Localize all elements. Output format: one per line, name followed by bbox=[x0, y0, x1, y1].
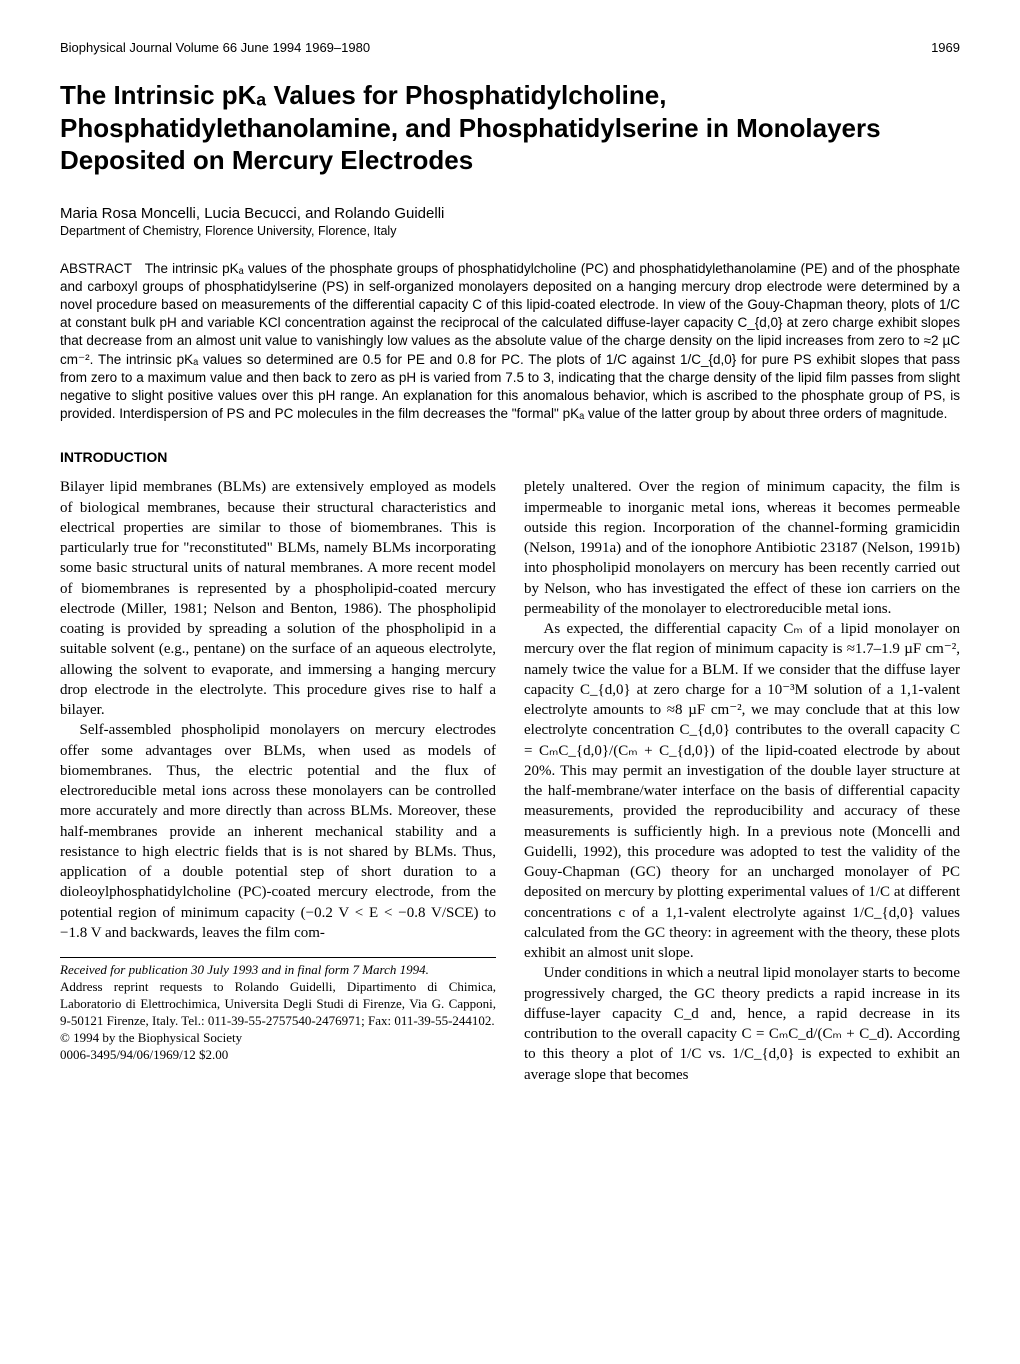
running-header: Biophysical Journal Volume 66 June 1994 … bbox=[60, 40, 960, 55]
article-footer: Received for publication 30 July 1993 an… bbox=[60, 957, 496, 1063]
page-number: 1969 bbox=[931, 40, 960, 55]
affiliation: Department of Chemistry, Florence Univer… bbox=[60, 224, 960, 238]
copyright-line: © 1994 by the Biophysical Society bbox=[60, 1030, 496, 1047]
author-list: Maria Rosa Moncelli, Lucia Becucci, and … bbox=[60, 205, 960, 222]
article-title: The Intrinsic pKₐ Values for Phosphatidy… bbox=[60, 79, 960, 177]
received-line: Received for publication 30 July 1993 an… bbox=[60, 962, 496, 979]
abstract-block: ABSTRACT The intrinsic pKₐ values of the… bbox=[60, 260, 960, 424]
section-heading-introduction: INTRODUCTION bbox=[60, 449, 960, 465]
body-paragraph: As expected, the differential capacity C… bbox=[524, 619, 960, 963]
journal-line: Biophysical Journal Volume 66 June 1994 … bbox=[60, 40, 370, 55]
body-paragraph: Self-assembled phospholipid monolayers o… bbox=[60, 720, 496, 943]
reprint-address: Address reprint requests to Rolando Guid… bbox=[60, 979, 496, 1030]
left-column: Bilayer lipid membranes (BLMs) are exten… bbox=[60, 477, 496, 1085]
abstract-label: ABSTRACT bbox=[60, 261, 132, 276]
two-column-body: Bilayer lipid membranes (BLMs) are exten… bbox=[60, 477, 960, 1085]
body-paragraph: Bilayer lipid membranes (BLMs) are exten… bbox=[60, 477, 496, 720]
abstract-text: The intrinsic pKₐ values of the phosphat… bbox=[60, 261, 960, 422]
body-paragraph: Under conditions in which a neutral lipi… bbox=[524, 963, 960, 1085]
issn-line: 0006-3495/94/06/1969/12 $2.00 bbox=[60, 1047, 496, 1064]
right-column: pletely unaltered. Over the region of mi… bbox=[524, 477, 960, 1085]
body-paragraph: pletely unaltered. Over the region of mi… bbox=[524, 477, 960, 619]
